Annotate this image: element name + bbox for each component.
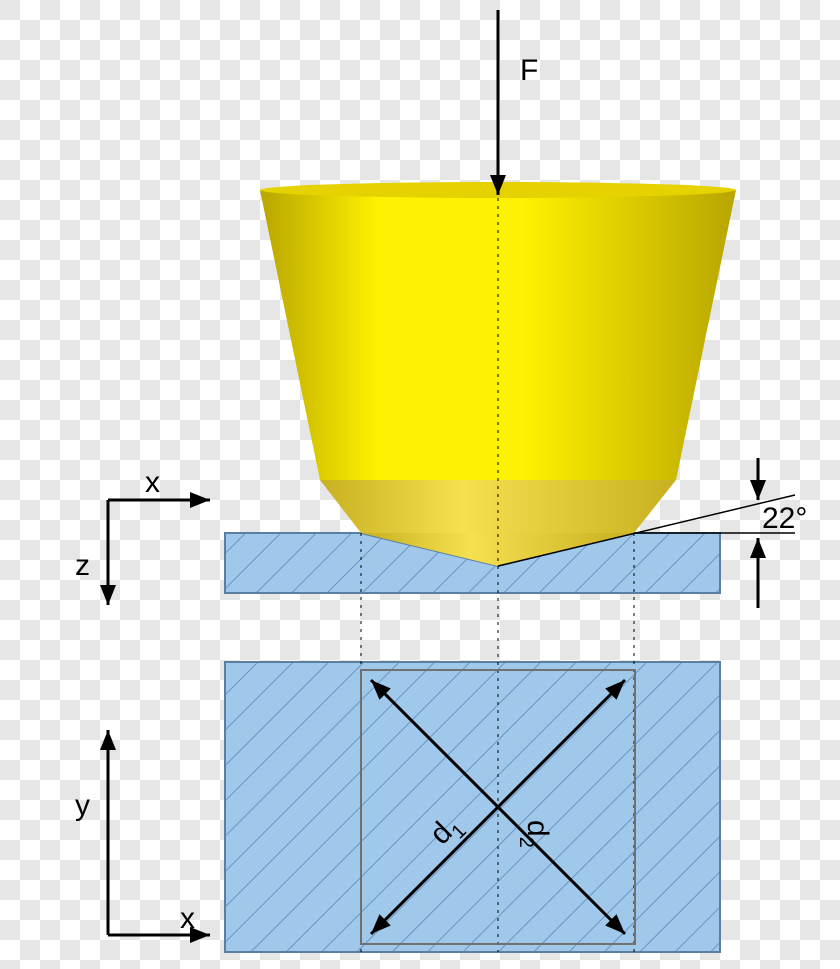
axis-x-bottom-label: x [180, 902, 195, 935]
axis-y-label: y [75, 789, 90, 822]
axis-x-top-label: x [145, 466, 160, 499]
force-label: F [520, 54, 538, 87]
axis-z-label: z [75, 549, 90, 582]
angle-label: 22° [762, 502, 807, 535]
